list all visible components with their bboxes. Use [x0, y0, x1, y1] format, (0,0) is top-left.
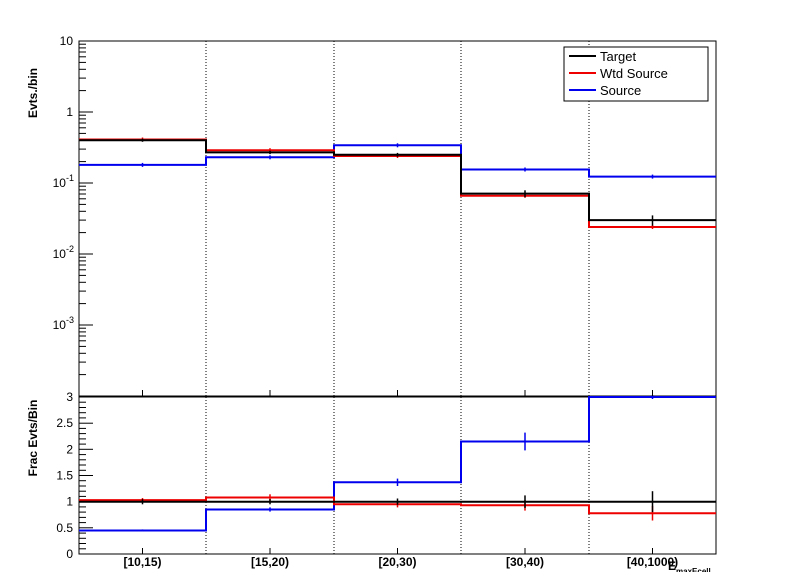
lower-y-axis-label: Frac Evts/Bin [26, 400, 40, 477]
lower-y-tick-label-5: 2.5 [56, 416, 73, 430]
lower-panel-series [79, 395, 716, 532]
legend-label-2: Source [600, 83, 641, 98]
x-category-label-3: [30,40) [506, 555, 544, 569]
axes: 10 1 10-1 10-2 10-3 0 0.5 1 1.5 2 2.5 3 [10,15) [15,2… [53, 34, 679, 569]
upper-y-tick-label-1: 1 [66, 105, 73, 119]
upper-y-axis-label: Evts./bin [26, 68, 40, 118]
upper-source-step-line [79, 144, 716, 178]
upper-y-tick-label-4: 10-3 [53, 315, 74, 332]
x-category-label-1: [15,20) [251, 555, 289, 569]
upper-wtd-source-step-line [79, 138, 716, 228]
upper-target-step-line [79, 139, 716, 222]
bin-dividers [205, 41, 590, 554]
legend-label-1: Wtd Source [600, 66, 668, 81]
lower-source-step-line [79, 396, 716, 532]
upper-y-tick-label-0: 10 [60, 34, 74, 48]
upper-panel-series [79, 137, 716, 229]
panel-frames [78, 40, 717, 555]
x-category-label-2: [20,30) [378, 555, 416, 569]
x-category-label-4: [40,1000) [627, 555, 678, 569]
upper-y-tick-label-3: 10-2 [53, 244, 74, 261]
lower-y-tick-label-4: 2 [66, 442, 73, 456]
lower-y-tick-label-6: 3 [66, 390, 73, 404]
lower-y-tick-label-2: 1 [66, 495, 73, 509]
upper-y-tick-label-2: 10-1 [53, 173, 74, 190]
lower-y-tick-label-3: 1.5 [56, 469, 73, 483]
x-category-label-0: [10,15) [123, 555, 161, 569]
lower-y-tick-label-0: 0 [66, 547, 73, 561]
legend: Target Wtd Source Source [563, 46, 709, 102]
legend-label-0: Target [600, 49, 637, 64]
lower-y-tick-label-1: 0.5 [56, 521, 73, 535]
x-axis-label: EmaxEcell [668, 559, 711, 572]
